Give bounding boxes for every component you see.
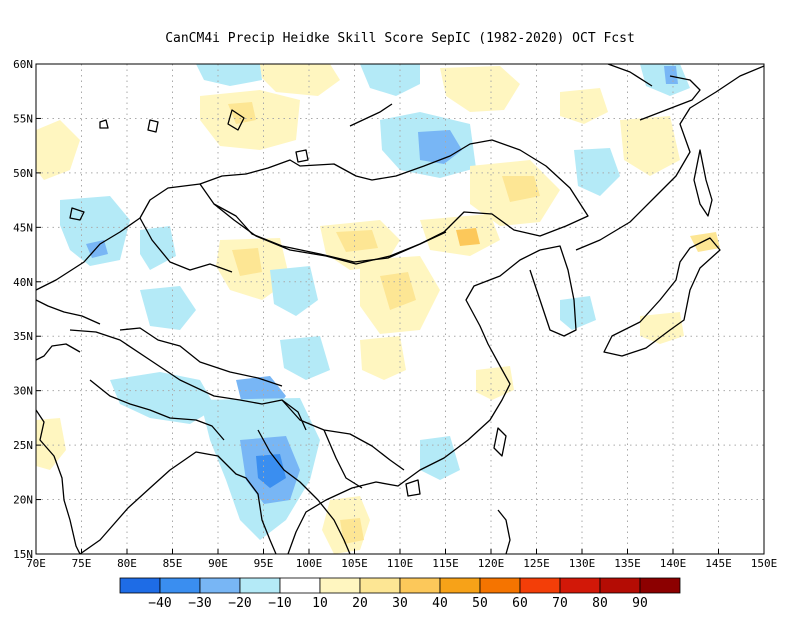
colorbar-swatch [159,577,201,594]
colorbar-label: −10 [268,596,291,611]
y-tick-label: 25N [13,439,33,452]
x-tick-label: 95E [254,557,274,570]
y-tick-label: 45N [13,221,33,234]
colorbar-label: 20 [352,596,368,611]
colorbar-swatch [439,577,481,594]
colorbar-label: −30 [188,596,211,611]
colorbar-swatch [119,577,161,594]
colorbar-swatch [279,577,321,594]
skill-blobs [36,64,720,554]
colorbar-swatch [519,577,561,594]
skill-region-pos-weak [560,88,608,124]
y-tick-label: 30N [13,385,33,398]
skill-region-pos-mid [690,232,720,252]
x-tick-label: 140E [660,557,687,570]
colorbar-label: 70 [552,596,568,611]
x-tick-label: 110E [387,557,414,570]
x-tick-label: 85E [163,557,183,570]
skill-region-neg-weak [60,196,130,266]
x-tick-label: 145E [705,557,732,570]
colorbar-swatch [399,577,441,594]
colorbar-swatch [319,577,361,594]
x-tick-label: 115E [432,557,459,570]
x-tick-label: 135E [614,557,641,570]
skill-region-neg-weak [196,64,262,86]
colorbar-label: −20 [228,596,251,611]
colorbar-label: 90 [632,596,648,611]
colorbar-label: 40 [432,596,448,611]
colorbar-swatch [359,577,401,594]
colorbar: −40 −30 −20 −10 10 20 30 40 50 60 70 80 90 [119,577,681,611]
y-axis: 60N 55N 50N 45N 40N 35N 30N 25N 20N 15N [13,58,41,561]
y-tick-label: 55N [13,112,33,125]
colorbar-swatch [639,577,681,594]
y-tick-label: 20N [13,494,33,507]
x-tick-label: 70E [26,557,46,570]
colorbar-label: 30 [392,596,408,611]
colorbar-label: 60 [512,596,528,611]
colorbar-swatch [479,577,521,594]
skill-region-neg-weak [360,64,420,96]
x-tick-label: 130E [569,557,596,570]
skill-region-pos-weak [36,120,80,180]
skill-region-pos-weak [620,116,680,176]
x-tick-label: 125E [523,557,550,570]
skill-region-pos-weak [360,336,406,380]
skill-region-pos-strong [456,228,480,246]
skill-region-pos-mid [502,176,540,202]
grid-lines [36,64,764,554]
y-tick-label: 35N [13,330,33,343]
skill-region-pos-weak [440,66,520,112]
colorbar-label: 80 [592,596,608,611]
skill-region-neg-weak [420,436,460,480]
x-tick-label: 100E [296,557,323,570]
colorbar-swatch [599,577,641,594]
skill-region-pos-weak [260,64,340,96]
colorbar-swatch [239,577,281,594]
colorbar-label: 10 [312,596,328,611]
skill-region-neg-mid [664,66,678,84]
skill-region-neg-weak [270,266,318,316]
skill-region-pos-mid [336,230,378,252]
map-panel [36,64,764,554]
x-tick-label: 120E [478,557,505,570]
skill-region-neg-weak [140,286,196,330]
chart-title: CanCM4i Precip Heidke Skill Score SepIC … [165,31,635,46]
y-tick-label: 15N [13,548,33,561]
x-tick-label: 90E [208,557,228,570]
skill-region-pos-mid [340,518,364,544]
country-borders [36,64,764,554]
x-axis: 70E 75E 80E 85E 90E 95E 100E 105E 110E 115E 120E 12… [26,549,777,570]
colorbar-swatch [559,577,601,594]
y-tick-label: 40N [13,276,33,289]
skill-region-pos-weak [36,418,66,470]
x-tick-label: 105E [341,557,368,570]
x-tick-label: 75E [72,557,92,570]
x-tick-label: 150E [751,557,778,570]
skill-region-pos-weak [640,312,684,344]
x-tick-label: 80E [117,557,137,570]
colorbar-label: 50 [472,596,488,611]
skill-region-neg-weak [280,336,330,380]
skill-region-neg-weak [640,64,690,96]
colorbar-label: −40 [148,596,171,611]
skill-region-pos-mid [232,248,262,276]
y-tick-label: 50N [13,167,33,180]
skill-region-neg-weak [560,296,596,330]
skill-region-neg-weak [574,148,620,196]
y-tick-label: 60N [13,58,33,71]
colorbar-swatch [199,577,241,594]
